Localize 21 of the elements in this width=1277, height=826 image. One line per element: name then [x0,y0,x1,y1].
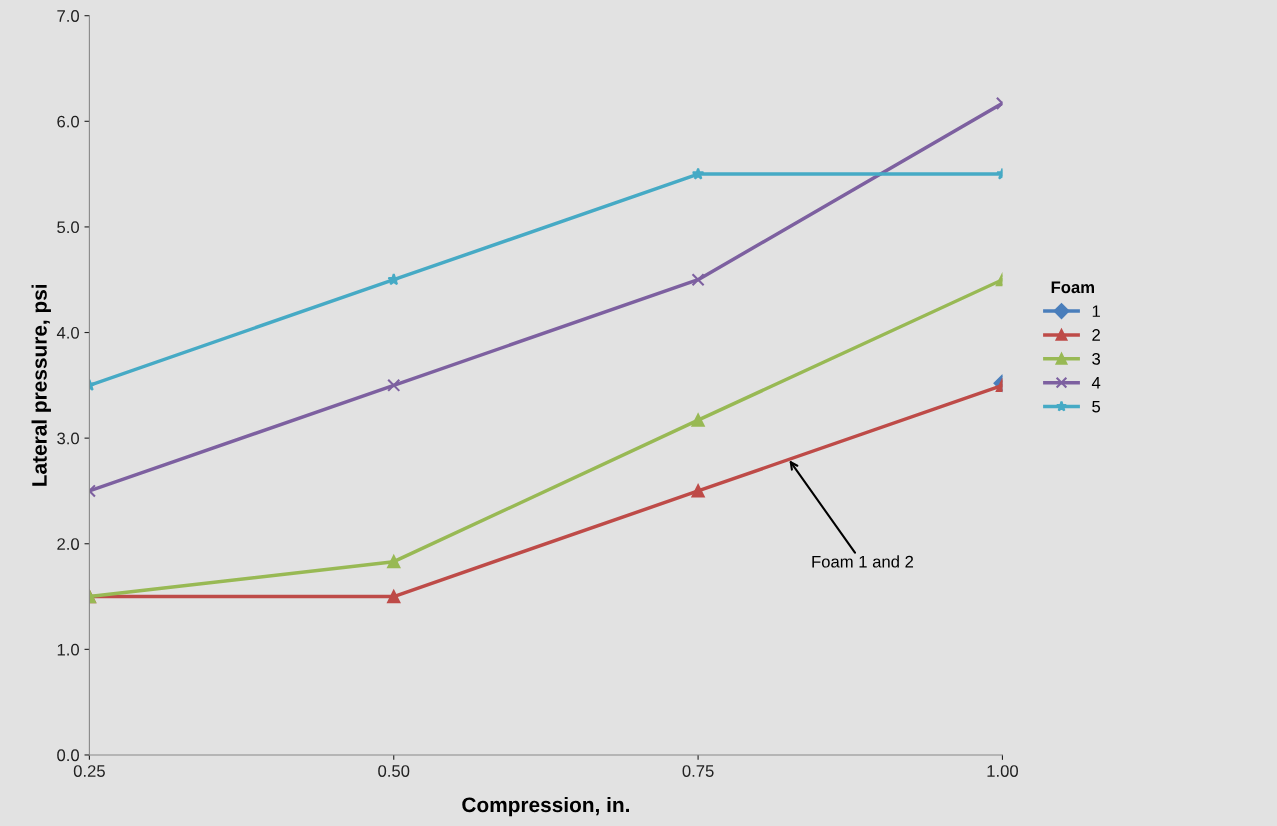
y-axis-title: Lateral pressure, psi [31,284,51,486]
y-tick-label: 2.0 [57,538,80,550]
x-tick-label: 0.50 [378,765,410,777]
y-tick-label: 7.0 [57,10,80,22]
legend-label: 4 [1091,377,1101,389]
y-tick-label: 6.0 [57,115,80,128]
x-tick-label: 0.25 [73,765,105,777]
y-tick-label: 3.0 [57,432,80,445]
legend-label: 3 [1092,352,1101,365]
x-axis-title: Compression, in. [462,796,629,817]
legend-title: Foam [1051,281,1094,294]
y-tick-label: 1.0 [57,643,80,656]
x-tick-label: 1.00 [987,765,1019,777]
y-tick-label: 0.0 [57,749,80,762]
annotation: Foam 1 and 2 [812,555,914,568]
legend-label: 1 [1092,305,1100,317]
y-tick-label: 5.0 [57,221,80,234]
legend-label: 2 [1092,329,1100,341]
legend-label: 5 [1092,400,1101,413]
x-tick-label: 0.75 [682,765,714,777]
y-tick-label: 4.0 [56,326,80,339]
